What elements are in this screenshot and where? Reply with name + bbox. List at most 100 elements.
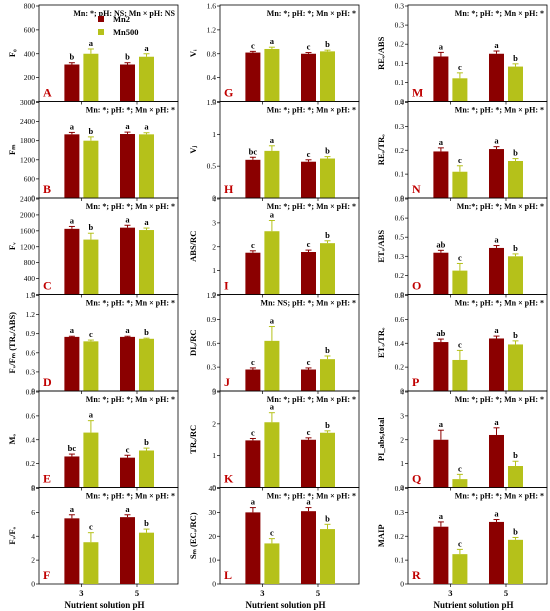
panel-label: O: [412, 279, 421, 293]
significance-letter: a: [125, 325, 130, 335]
significance-letter: c: [251, 427, 255, 437]
panel-label: I: [224, 279, 229, 293]
significance-letter: c: [458, 252, 462, 262]
bar-mn500: [319, 51, 335, 102]
significance-letter: a: [270, 316, 275, 326]
significance-annotation: Mn: *; pH: *; Mn × pH: *: [86, 395, 175, 404]
x-axis-label: Nutrient solution pH: [433, 600, 513, 610]
significance-letter: b: [325, 146, 330, 156]
y-axis-label: Fᵥ/Fₒ: [7, 526, 17, 544]
bar-mn2: [245, 52, 261, 102]
y-tick-label: 0.8: [207, 49, 217, 58]
bar-mn2: [119, 134, 135, 198]
significance-annotation: Mn: *; pH: *; Mn × pH: *: [267, 492, 356, 501]
bar-mn2: [64, 64, 80, 102]
y-tick-label: 8: [31, 484, 35, 493]
y-axis-label: Fₘ: [7, 144, 17, 155]
panel-a: 0 200 400 600 800 F₀ Mn: *; pH: NS; Mn × pH: N…: [7, 2, 179, 106]
y-tick-label: 2400: [20, 117, 35, 126]
y-tick-label: 4: [400, 388, 404, 397]
significance-letter: b: [325, 513, 330, 523]
panel-frame: [407, 294, 548, 392]
panel-label: G: [224, 86, 233, 100]
significance-annotation: Mn: *; pH: *; Mn × pH: *: [455, 395, 544, 404]
y-tick-label: 0.4: [26, 435, 36, 444]
panel-label: P: [412, 375, 419, 389]
bar-mn2: [488, 53, 504, 102]
y-axis-label: Vᵢ: [188, 49, 198, 57]
significance-annotation: Mn: *; pH: *; Mn × pH: *: [86, 299, 175, 308]
bar-mn2: [300, 53, 316, 102]
y-tick-label: 0: [212, 483, 216, 492]
significance-letter: a: [439, 137, 444, 147]
y-tick-label: 40: [209, 484, 217, 493]
y-tick-label: 0: [212, 580, 216, 589]
significance-letter: a: [70, 215, 75, 225]
y-tick-label: 0: [212, 194, 216, 203]
y-tick-label: 0.3: [207, 363, 217, 372]
bar-mn2: [119, 227, 135, 295]
y-tick-label: 0.3: [395, 2, 405, 11]
y-tick-label: 3: [400, 411, 404, 420]
panel-b: 0 600 1200 1800 2400 3000 Fₘ Mn: *; pH: *; Mn ×…: [7, 98, 179, 203]
significance-letter: bc: [68, 443, 77, 453]
y-tick-label: 0.9: [207, 315, 217, 324]
bar-mn500: [83, 53, 99, 102]
y-tick-label: 0.5: [207, 162, 217, 171]
bar-mn500: [507, 160, 523, 198]
bar-mn500: [83, 239, 99, 295]
panel-f: 0 2 4 6 8 Fᵥ/Fₒ Mn: *; pH: *; Mn × pH: * Fa a c b 3…: [7, 484, 179, 610]
y-tick-label: 0.6: [26, 411, 36, 420]
bar-mn500: [507, 466, 523, 488]
panel-o: 0 0.2 0.3 0.5 0.6 0.8 ETₒ/ABS Mn:*; pH: *; Mn ×…: [376, 195, 548, 299]
bar-mn2: [433, 526, 449, 584]
significance-letter: a: [125, 121, 130, 131]
y-tick-label: 200: [24, 73, 36, 82]
bar-mn2: [245, 252, 261, 295]
x-tick-label: 5: [135, 588, 139, 598]
panel-frame: [407, 487, 548, 585]
significance-letter: b: [144, 518, 149, 528]
y-tick-label: 0.6: [395, 214, 405, 223]
y-tick-label: 0.3: [395, 252, 405, 261]
y-tick-label: 2: [31, 556, 35, 565]
y-axis-label: ETₒ/ABS: [376, 230, 386, 263]
bar-mn2: [433, 252, 449, 295]
bar-mn2: [119, 64, 135, 102]
significance-letter: a: [494, 235, 499, 245]
significance-annotation: Mn: *; pH: *; Mn × pH: *: [267, 9, 356, 18]
bar-mn2: [433, 151, 449, 198]
bar-mn500: [452, 171, 468, 198]
legend-label: Mn2: [113, 14, 130, 24]
panel-i: 0 1 2 3 4 ABS/RC Mn: *; pH: *; Mn × pH: * Ic c a b: [188, 195, 360, 299]
bar-mn500: [138, 338, 154, 391]
bar-mn500: [452, 554, 468, 584]
panel-label: H: [224, 182, 234, 196]
y-tick-label: 0.3: [26, 367, 36, 376]
y-tick-label: 3: [212, 218, 216, 227]
bar-mn2: [300, 161, 316, 198]
y-tick-label: 1: [400, 459, 404, 468]
y-tick-label: 4: [212, 195, 216, 204]
significance-letter: b: [325, 230, 330, 240]
y-tick-label: 1.2: [26, 310, 36, 319]
bar-mn2: [300, 252, 316, 295]
y-axis-label: PI_abs,total: [376, 417, 386, 461]
y-tick-label: 0.4: [395, 484, 405, 493]
significance-letter: a: [251, 497, 256, 507]
bar-mn500: [452, 78, 468, 102]
significance-letter: a: [89, 38, 94, 48]
significance-letter: a: [439, 41, 444, 51]
panel-label: D: [43, 375, 52, 389]
significance-letter: b: [89, 126, 94, 136]
significance-letter: a: [494, 417, 499, 427]
y-tick-label: 0: [400, 97, 404, 106]
y-axis-label: TRₒ/RC: [188, 425, 198, 454]
panel-frame: [407, 4, 548, 102]
significance-letter: a: [70, 121, 75, 131]
y-tick-label: 400: [24, 274, 36, 283]
significance-annotation: Mn:*; pH: *; Mn × pH: *: [457, 202, 544, 211]
significance-letter: a: [270, 36, 275, 46]
